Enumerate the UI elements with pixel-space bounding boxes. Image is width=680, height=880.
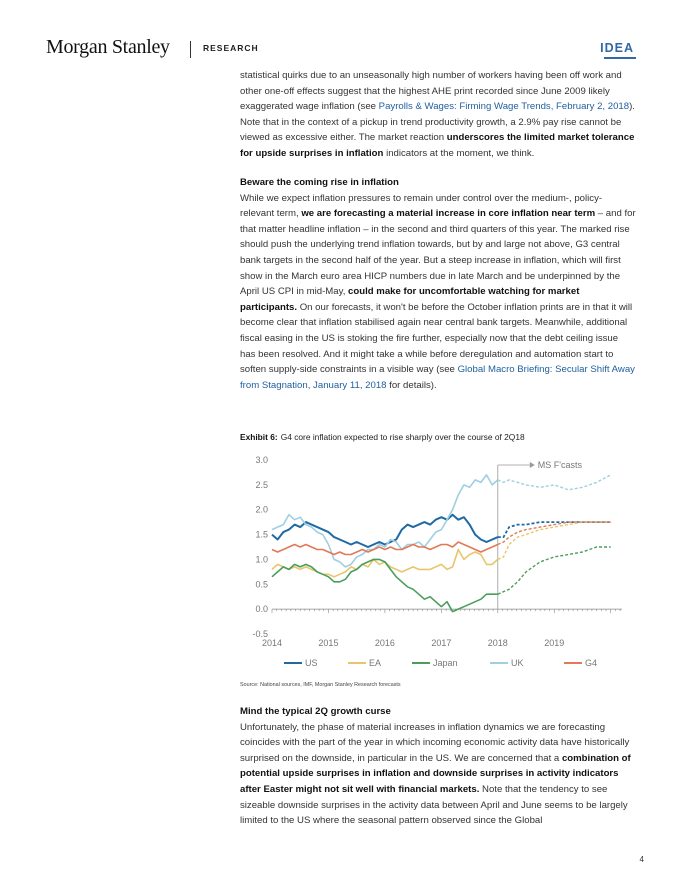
legend-label-uk: UK <box>511 658 524 668</box>
forecast-label: MS F'casts <box>538 460 583 470</box>
bold-text: could make for uncomfortable watching fo… <box>240 286 580 313</box>
research-label: RESEARCH <box>203 43 259 53</box>
y-tick-label: 1.5 <box>255 530 268 540</box>
section-2q-growth-curse: Mind the typical 2Q growth curse Unfortu… <box>240 704 636 829</box>
header-divider <box>190 41 191 58</box>
g4-forecast-line <box>497 521 611 546</box>
exhibit-label: Exhibit 6: <box>240 432 278 442</box>
text: Unfortunately, the phase of material inc… <box>240 721 630 764</box>
uk-forecast-line <box>497 474 612 491</box>
legend-label-ea: EA <box>369 658 381 668</box>
payrolls-wages-link[interactable]: Payrolls & Wages: Firming Wage Trends, F… <box>378 101 630 113</box>
section-beware-inflation: Beware the coming rise in inflation Whil… <box>240 175 636 393</box>
y-tick-label: 3.0 <box>255 455 268 465</box>
exhibit-6: Exhibit 6: G4 core inflation expected to … <box>240 432 640 692</box>
page-header: Morgan Stanley RESEARCH IDEA <box>46 36 636 64</box>
x-tick-label: 2019 <box>544 638 564 648</box>
chart-source: Source: National sources, IMF, Morgan St… <box>240 682 401 688</box>
section-heading: Mind the typical 2Q growth curse <box>240 706 391 717</box>
morgan-stanley-logo: Morgan Stanley <box>46 36 170 58</box>
exhibit-title: Exhibit 6: G4 core inflation expected to … <box>240 432 640 442</box>
japan-forecast-line <box>497 546 611 595</box>
text: statistical quirks due to an unseasonall… <box>240 70 622 113</box>
legend-label-us: US <box>305 658 318 668</box>
x-tick-label: 2018 <box>488 638 508 648</box>
y-tick-label: 0.0 <box>255 604 268 614</box>
bold-text: underscores the limited market tolerance… <box>240 132 635 159</box>
y-tick-label: -0.5 <box>252 629 268 639</box>
x-tick-label: 2017 <box>431 638 451 648</box>
g4-series-line <box>271 541 499 556</box>
idea-underline <box>604 57 636 59</box>
forecast-arrow-head <box>529 461 535 468</box>
y-tick-label: 2.0 <box>255 505 268 515</box>
us-series-line <box>271 513 499 548</box>
text: indicators at the moment, we think. <box>383 147 535 159</box>
text: for details). <box>386 379 437 391</box>
text: – and for that matter headline inflation… <box>240 208 636 298</box>
bold-text: combination of potential upside surprise… <box>240 752 631 795</box>
y-tick-label: 2.5 <box>255 480 268 490</box>
idea-badge: IDEA <box>600 41 634 55</box>
paragraph-wage-inflation: statistical quirks due to an unseasonall… <box>240 68 636 162</box>
exhibit-caption: G4 core inflation expected to rise sharp… <box>280 432 525 442</box>
page-number: 4 <box>639 855 644 864</box>
y-tick-label: 1.0 <box>255 554 268 564</box>
text: Note that the tendency to see sizeable d… <box>240 783 628 827</box>
text: While we expect inflation pressures to r… <box>240 192 603 220</box>
x-tick-label: 2015 <box>318 638 338 648</box>
x-tick-label: 2014 <box>262 638 282 648</box>
global-macro-briefing-link[interactable]: Global Macro Briefing: Secular Shift Awa… <box>240 364 635 391</box>
y-tick-label: 0.5 <box>255 579 268 589</box>
uk-series-line <box>271 474 499 568</box>
x-tick-label: 2016 <box>375 638 395 648</box>
legend-label-g4: G4 <box>585 658 597 668</box>
ea-forecast-line <box>497 521 611 561</box>
text: On our forecasts, it won't be before the… <box>240 301 633 376</box>
text: ). Note that in the context of a pickup … <box>240 101 635 144</box>
bold-text: we are forecasting a material increase i… <box>301 208 596 220</box>
section-heading: Beware the coming rise in inflation <box>240 177 399 188</box>
japan-series-line <box>271 558 498 613</box>
legend-label-japan: Japan <box>433 658 458 668</box>
